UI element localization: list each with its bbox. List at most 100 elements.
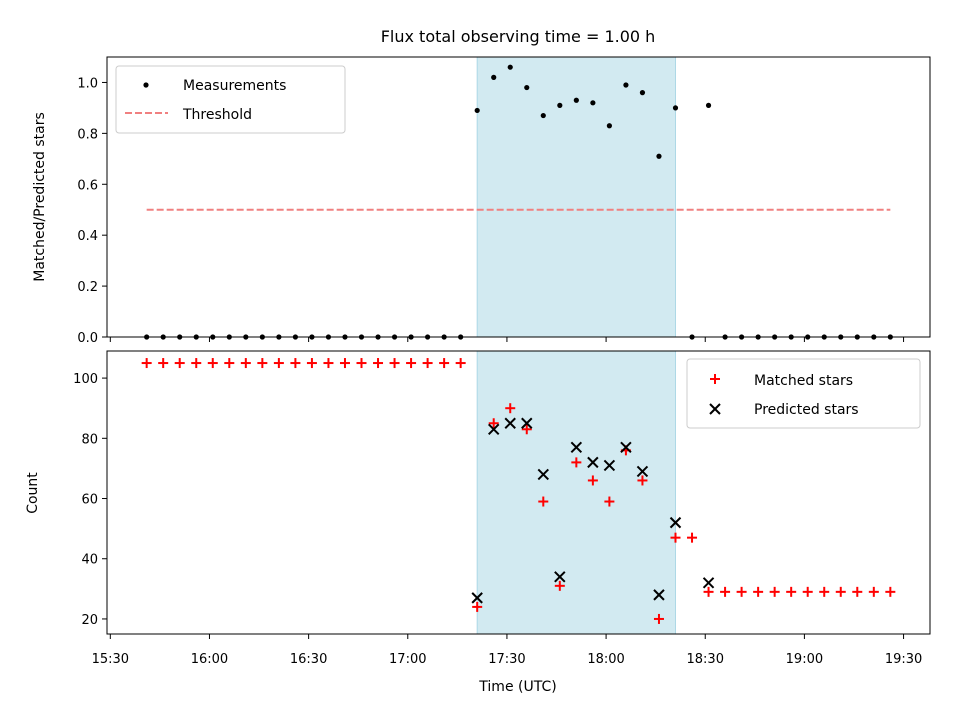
measurement-point <box>705 102 712 108</box>
x-tick-label: 17:30 <box>488 652 525 667</box>
x-tick-label: 18:00 <box>587 652 624 667</box>
matched-stars-point <box>224 358 235 369</box>
matched-stars-point <box>736 586 747 597</box>
matched-stars-point <box>323 358 334 369</box>
y-tick-label: 0.0 <box>77 331 98 346</box>
predicted-stars-point <box>620 441 632 454</box>
measurement-point <box>672 105 679 111</box>
x-tick-label: 15:30 <box>92 652 129 667</box>
matched-stars-point <box>521 424 532 435</box>
x-tick-label: 19:00 <box>786 652 823 667</box>
bottom-panel: 20 40 60 80 100 Count Matched stars Predicte… <box>25 350 931 639</box>
matched-stars-point <box>885 586 896 597</box>
matched-stars-point <box>455 358 466 369</box>
predicted-stars-point <box>471 592 483 604</box>
predicted-stars-point <box>504 417 516 429</box>
matched-stars-point <box>488 418 499 429</box>
measurement-point <box>623 82 629 88</box>
legend-measurements-label: Measurements <box>183 78 286 94</box>
measurement-point <box>540 112 546 119</box>
measurement-point <box>606 123 612 129</box>
top-panel-shaded-interval <box>476 56 676 338</box>
legend-predicted-marker <box>709 403 721 415</box>
top-panel-legend: Measurements Threshold <box>115 65 346 134</box>
matched-stars-point <box>339 358 350 369</box>
matched-stars-point <box>687 532 698 543</box>
matched-stars-point <box>835 586 846 597</box>
y-tick-label: 100 <box>73 372 98 387</box>
legend-threshold-label: Threshold <box>182 107 252 123</box>
x-axis-tick-labels: 15:30 16:00 16:30 17:00 17:30 18:00 18:30 19:00… <box>92 652 923 667</box>
bottom-panel-marks <box>141 358 896 624</box>
matched-stars-point <box>141 358 152 369</box>
matched-stars-point <box>290 358 301 369</box>
y-tick-label: 0.2 <box>77 280 98 295</box>
top-panel-frame <box>106 56 931 338</box>
matched-stars-point <box>604 496 615 507</box>
matched-stars-point <box>273 358 284 369</box>
matched-stars-point <box>472 601 483 612</box>
matched-stars-point <box>406 358 417 369</box>
measurement-point <box>639 90 646 96</box>
predicted-stars-point <box>653 589 665 601</box>
legend-predicted-label: Predicted stars <box>754 402 859 418</box>
matched-stars-point <box>637 475 648 486</box>
legend-measurements-marker <box>143 82 149 88</box>
matched-stars-point <box>653 613 664 624</box>
matched-stars-point <box>158 358 169 369</box>
matched-stars-point <box>587 475 598 486</box>
predicted-stars-point <box>488 423 500 435</box>
bottom-legend-box <box>686 358 921 429</box>
measurement-point <box>557 102 563 108</box>
measurement-point <box>573 97 579 103</box>
measurement-point <box>656 153 662 159</box>
chart-title: Flux total observing time = 1.00 h <box>381 27 656 46</box>
y-tick-label: 0.6 <box>77 178 98 193</box>
matched-stars-point <box>786 586 797 597</box>
top-panel: 0.0 0.2 0.4 0.6 0.8 1.0 Matched/Predicted sta… <box>32 56 931 346</box>
matched-stars-point <box>819 586 830 597</box>
predicted-stars-point <box>636 465 649 478</box>
y-tick-label: 60 <box>81 493 98 508</box>
predicted-stars-point <box>570 441 583 454</box>
predicted-stars-point <box>521 417 533 429</box>
predicted-stars-point <box>669 516 682 529</box>
matched-stars-point <box>505 403 516 414</box>
legend-matched-label: Matched stars <box>754 373 853 389</box>
matched-stars-point <box>306 358 317 369</box>
x-axis-label: Time (UTC) <box>478 679 556 695</box>
matched-stars-point <box>174 358 185 369</box>
matched-stars-point <box>389 358 400 369</box>
matched-stars-point <box>753 586 764 597</box>
predicted-stars-point <box>554 571 566 583</box>
matched-stars-point <box>422 358 433 369</box>
matched-stars-point <box>703 586 714 597</box>
predicted-stars-point <box>603 459 616 472</box>
legend-matched-marker <box>710 374 720 384</box>
x-tick-label: 18:30 <box>687 652 724 667</box>
x-tick-label: 17:00 <box>389 652 426 667</box>
measurement-point <box>474 107 480 114</box>
measurement-point <box>590 100 596 106</box>
matched-stars-point <box>571 457 582 468</box>
x-tick-label: 19:30 <box>885 652 922 667</box>
matched-stars-point <box>554 580 565 591</box>
matched-stars-point <box>868 586 879 597</box>
y-tick-label: 1.0 <box>77 76 98 91</box>
matched-stars-point <box>720 586 731 597</box>
matched-stars-point <box>852 586 863 597</box>
bottom-panel-legend: Matched stars Predicted stars <box>686 358 921 429</box>
predicted-stars-point <box>537 468 549 481</box>
x-tick-label: 16:00 <box>191 652 228 667</box>
bottom-panel-ticks: 20 40 60 80 100 <box>73 372 905 639</box>
x-tick-label: 16:30 <box>290 652 327 667</box>
matched-stars-point <box>191 358 202 369</box>
predicted-stars-point <box>702 577 715 589</box>
matched-stars-point <box>439 358 450 369</box>
y-tick-label: 0.8 <box>77 127 98 142</box>
matched-stars-point <box>240 358 251 369</box>
matched-stars-point <box>373 358 384 369</box>
measurement-point <box>491 74 497 80</box>
y-tick-label: 80 <box>81 432 98 447</box>
matched-stars-point <box>802 586 813 597</box>
